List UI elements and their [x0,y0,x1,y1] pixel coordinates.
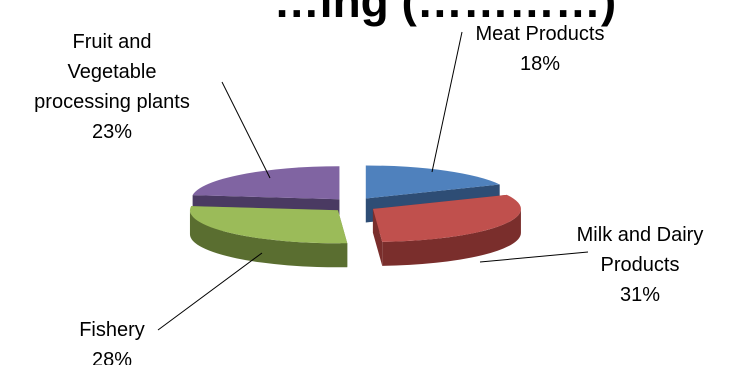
pie-slice-milk-and-dairy-products [372,194,521,266]
data-label-category: Fishery [79,319,145,341]
pie-slice-side [382,208,521,266]
data-label-value: 28% [92,349,132,365]
leader-line [221,81,271,179]
pie-slice-side [189,210,348,268]
data-label-value: 18% [520,53,560,75]
pie-slice-top [372,194,521,242]
data-label-category: Meat Products [476,23,605,45]
data-label-category: Fruit and [73,31,152,53]
leader-line [431,31,463,173]
data-label-category: Milk and Dairy [577,224,704,246]
pie-slice-top [189,206,348,244]
pie-slice-wall [372,208,383,266]
data-label-category: Vegetable [68,61,157,83]
data-label-category: Products [601,254,680,276]
leader-line [157,252,263,331]
pie-slice-fishery [189,206,348,268]
chart-title: …ing (…………) [273,0,617,27]
pie-slice-top [365,165,500,199]
pie-slice-top [192,166,340,200]
data-label-category: processing plants [34,91,190,113]
leader-line [479,251,589,263]
data-label-value: 31% [620,284,660,306]
data-label-value: 23% [92,121,132,143]
